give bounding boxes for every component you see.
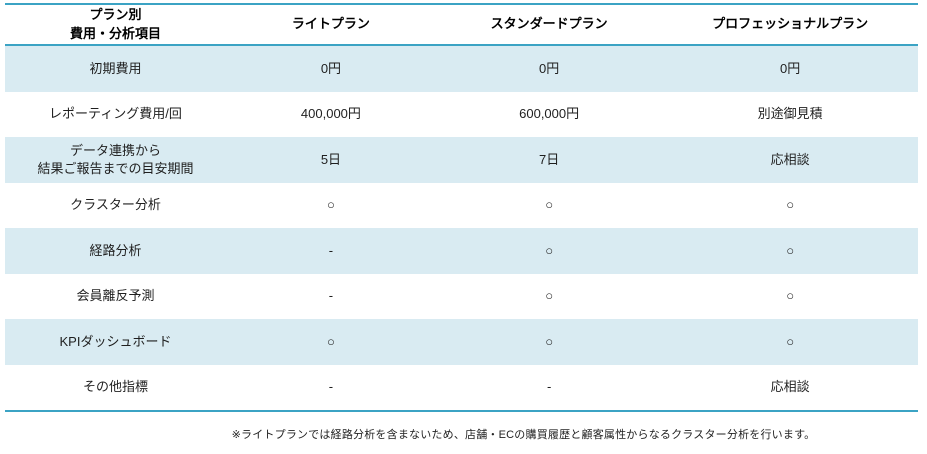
row-label: クラスター分析 [70, 197, 161, 213]
table-cell: ○ [327, 333, 335, 349]
table-cell: ○ [545, 242, 554, 258]
table-row-kpi-dashboard: KPIダッシュボード ○ ○ ○ [5, 319, 918, 365]
table-cell: 600,000円 [519, 106, 580, 122]
footnote: ※ライトプランでは経路分析を含まないため、店舗・ECの購買履歴と顧客属性からなる… [231, 429, 816, 441]
column-header-professional-plan: プロフェッショナルプラン [662, 4, 918, 46]
table-cell: ○ [786, 333, 795, 349]
row-label: レポーティング費用/回 [49, 106, 182, 122]
table-cell: 0円 [539, 60, 560, 76]
column-header-items: プラン別 費用・分析項目 [5, 4, 226, 46]
pricing-table-container: プラン別 費用・分析項目 ライトプラン スタンダードプラン プロフェッショナルプ… [5, 3, 918, 412]
table-cell: ○ [545, 197, 554, 213]
table-row-lead-time: データ連携から 結果ご報告までの目安期間 5日 7日 応相談 [5, 137, 918, 183]
table-cell: ○ [327, 197, 335, 213]
table-cell: 応相談 [770, 151, 810, 167]
table-cell: - [328, 379, 334, 395]
table-cell: 5日 [320, 151, 342, 167]
table-cell: ○ [545, 288, 554, 304]
table-cell: 0円 [780, 60, 801, 76]
row-label: 会員離反予測 [76, 288, 155, 304]
table-cell: 400,000円 [300, 106, 361, 122]
table-cell: ○ [786, 242, 795, 258]
row-label: KPIダッシュボード [59, 333, 172, 349]
table-cell: - [546, 379, 552, 395]
pricing-comparison-table: プラン別 費用・分析項目 ライトプラン スタンダードプラン プロフェッショナルプ… [5, 3, 918, 412]
row-label: 初期費用 [89, 60, 142, 76]
table-cell: ○ [786, 288, 795, 304]
table-row-initial-cost: 初期費用 0円 0円 0円 [5, 45, 918, 92]
header-row: プラン別 費用・分析項目 ライトプラン スタンダードプラン プロフェッショナルプ… [5, 4, 918, 46]
table-cell: 別途御見積 [757, 106, 823, 122]
column-header-light-plan: ライトプラン [225, 4, 436, 46]
row-label: その他指標 [82, 379, 148, 395]
table-cell: ○ [545, 333, 554, 349]
row-label: 経路分析 [89, 242, 142, 258]
table-cell: 0円 [320, 60, 342, 76]
table-cell: 応相談 [770, 379, 810, 395]
table-row-churn-prediction: 会員離反予測 - ○ ○ [5, 274, 918, 320]
table-body: 初期費用 0円 0円 0円 レポーティング費用/回 400,000円 600,0… [5, 45, 918, 411]
table-cell: 7日 [539, 151, 560, 167]
table-header: プラン別 費用・分析項目 ライトプラン スタンダードプラン プロフェッショナルプ… [5, 4, 918, 46]
table-cell: - [328, 242, 334, 258]
column-header-standard-plan: スタンダードプラン [435, 4, 663, 46]
table-cell: - [328, 288, 334, 304]
table-row-other-metrics: その他指標 - - 応相談 [5, 365, 918, 412]
table-row-path-analysis: 経路分析 - ○ ○ [5, 228, 918, 274]
table-cell: ○ [786, 197, 795, 213]
table-row-reporting-fee: レポーティング費用/回 400,000円 600,000円 別途御見積 [5, 92, 918, 138]
table-row-cluster-analysis: クラスター分析 ○ ○ ○ [5, 183, 918, 229]
row-label: データ連携から 結果ご報告までの目安期間 [37, 142, 194, 176]
